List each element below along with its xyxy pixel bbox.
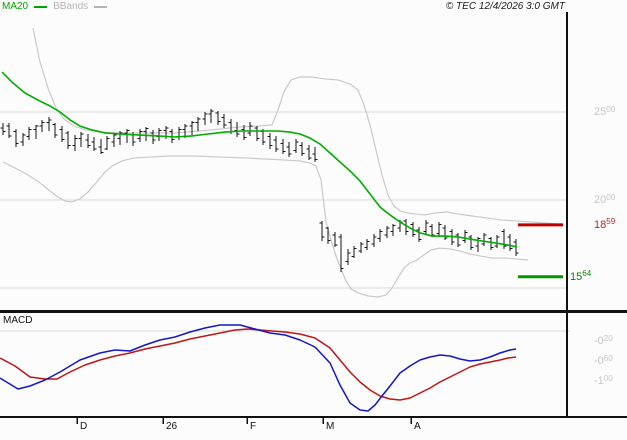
macd-axis-label-060: -060 [594, 353, 613, 368]
price-label-sup: 00 [606, 192, 616, 202]
macd-axis-label-020: -020 [594, 333, 613, 348]
macd-label-sup: 00 [603, 373, 613, 383]
price-label-main: 18 [594, 218, 607, 231]
price-label-sup: 64 [582, 269, 592, 279]
bbands-line-swatch-icon [94, 5, 108, 8]
indicator-legend: MA20 BBands [2, 1, 109, 12]
macd-axis-label-100: -100 [594, 373, 613, 388]
price-label-sup: 59 [606, 217, 616, 227]
price-label-sup: 00 [606, 104, 616, 114]
macd-label-main: -0 [594, 335, 604, 347]
macd-panel-title: MACD [3, 315, 33, 326]
price-axis-label-1859-resistance: 1859 [594, 217, 616, 232]
ma20-line-swatch-icon [34, 5, 48, 8]
price-label-main: 25 [594, 106, 607, 118]
x-axis-label-december: D [80, 421, 88, 432]
price-axis-label-2000: 2000 [594, 192, 616, 207]
ma20-legend-label: MA20 [2, 1, 29, 12]
macd-label-main: -1 [594, 375, 604, 387]
x-axis-label-march: M [326, 421, 335, 432]
copyright-timestamp: © TEC 12/4/2026 3:0 GMT [445, 1, 565, 12]
bbands-legend-label: BBands [53, 1, 89, 12]
macd-label-sup: 20 [603, 333, 613, 343]
x-axis-label-february: F [250, 421, 257, 432]
macd-label-main: -0 [594, 355, 604, 367]
price-axis-label-1564-support: 1564 [570, 269, 592, 284]
price-axis-label-2500: 2500 [594, 104, 616, 119]
macd-label-sup: 60 [603, 353, 613, 363]
price-label-main: 15 [570, 270, 583, 283]
price-label-main: 20 [594, 194, 607, 206]
x-axis-label-26: 26 [166, 421, 178, 432]
x-axis-label-april: A [414, 421, 421, 432]
